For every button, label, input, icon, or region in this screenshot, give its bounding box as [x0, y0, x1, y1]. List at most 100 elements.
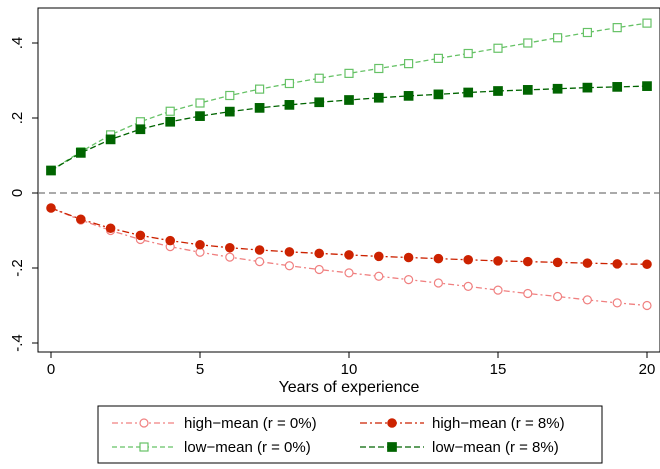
- data-point: [433, 253, 444, 264]
- data-point: [463, 87, 474, 98]
- data-point: [314, 248, 324, 259]
- data-point: [642, 81, 652, 91]
- data-point: [374, 271, 384, 281]
- legend-entry: high−mean (r = 8%): [360, 415, 565, 432]
- data-point: [314, 97, 325, 108]
- data-point: [582, 258, 593, 268]
- y-tick-label: -.2: [9, 259, 26, 277]
- data-point: [612, 23, 622, 33]
- data-point: [105, 223, 116, 234]
- data-point: [284, 78, 294, 89]
- data-point: [135, 230, 146, 241]
- data-point: [552, 33, 563, 43]
- data-point: [642, 259, 652, 270]
- data-point: [314, 73, 324, 83]
- x-axis: 0 5 10 15 20: [47, 352, 656, 378]
- data-point: [433, 89, 444, 100]
- data-point: [135, 124, 146, 135]
- data-point: [165, 106, 175, 116]
- data-point: [255, 84, 265, 94]
- data-point: [225, 252, 235, 262]
- data-point: [612, 298, 622, 308]
- data-point: [404, 59, 414, 69]
- data-point: [493, 86, 503, 96]
- y-axis: -.4 -.2 0 .2 .4: [9, 37, 38, 352]
- data-point: [224, 106, 235, 117]
- data-point: [165, 235, 175, 246]
- data-point: [463, 48, 473, 59]
- legend-marker: [139, 442, 149, 452]
- data-point: [344, 68, 354, 78]
- x-tick-label: 0: [47, 361, 55, 378]
- data-point: [582, 295, 593, 305]
- y-tick-label: .2: [9, 112, 26, 125]
- legend-label: high−mean (r = 8%): [432, 415, 565, 432]
- data-point: [105, 134, 116, 145]
- data-point: [373, 251, 384, 262]
- data-point: [582, 27, 593, 38]
- data-point: [225, 242, 235, 253]
- data-point: [284, 247, 295, 257]
- legend-label: high−mean (r = 0%): [184, 415, 317, 432]
- y-tick-label: 0: [9, 189, 26, 197]
- legend-label: low−mean (r = 0%): [184, 439, 311, 456]
- series-2: [46, 203, 652, 270]
- data-point: [225, 90, 235, 101]
- data-point: [552, 83, 563, 94]
- data-point: [404, 275, 414, 285]
- data-point: [463, 254, 473, 265]
- data-point: [314, 264, 324, 275]
- series-line: [50, 207, 648, 307]
- x-tick-label: 20: [639, 361, 656, 378]
- data-point: [433, 53, 443, 63]
- data-point: [284, 261, 294, 271]
- data-point: [195, 98, 205, 108]
- data-point: [522, 85, 533, 95]
- data-point: [552, 291, 563, 302]
- data-point: [76, 214, 86, 225]
- plot-frame: [37, 7, 660, 353]
- series-3: [46, 18, 652, 176]
- data-point: [195, 111, 205, 121]
- data-point: [373, 92, 384, 103]
- data-point: [493, 285, 503, 295]
- legend-label: low−mean (r = 8%): [432, 439, 559, 456]
- data-point: [522, 256, 533, 267]
- legend-box: [97, 405, 603, 464]
- data-point: [254, 245, 265, 255]
- x-axis-title: Years of experience: [279, 379, 420, 396]
- data-point: [463, 281, 473, 291]
- legend-entry: high−mean (r = 0%): [112, 415, 317, 432]
- series-layer: [46, 18, 652, 311]
- data-point: [612, 82, 623, 92]
- data-point: [374, 63, 384, 74]
- legend-marker: [139, 418, 149, 428]
- data-point: [642, 300, 652, 311]
- legend-marker: [387, 418, 397, 428]
- x-tick-label: 10: [341, 361, 358, 378]
- data-point: [255, 257, 265, 267]
- x-tick-label: 5: [196, 361, 204, 378]
- data-point: [344, 250, 354, 260]
- data-point: [344, 268, 354, 278]
- data-point: [75, 148, 86, 158]
- data-point: [284, 100, 295, 110]
- data-point: [493, 43, 503, 53]
- data-point: [403, 91, 414, 101]
- data-point: [344, 95, 354, 105]
- data-point: [523, 38, 533, 48]
- data-point: [46, 203, 56, 213]
- y-tick-label: -.4: [9, 334, 26, 352]
- legend: high−mean (r = 0%) high−mean (r = 8%) low−…: [112, 415, 565, 456]
- series-4: [46, 81, 652, 176]
- x-tick-label: 15: [490, 361, 507, 378]
- data-point: [46, 165, 56, 176]
- legend-entry: low−mean (r = 8%): [360, 439, 559, 456]
- data-point: [165, 116, 176, 127]
- data-point: [612, 259, 622, 269]
- data-point: [552, 257, 563, 268]
- data-point: [523, 288, 533, 299]
- legend-marker: [387, 442, 397, 452]
- data-point: [403, 252, 414, 263]
